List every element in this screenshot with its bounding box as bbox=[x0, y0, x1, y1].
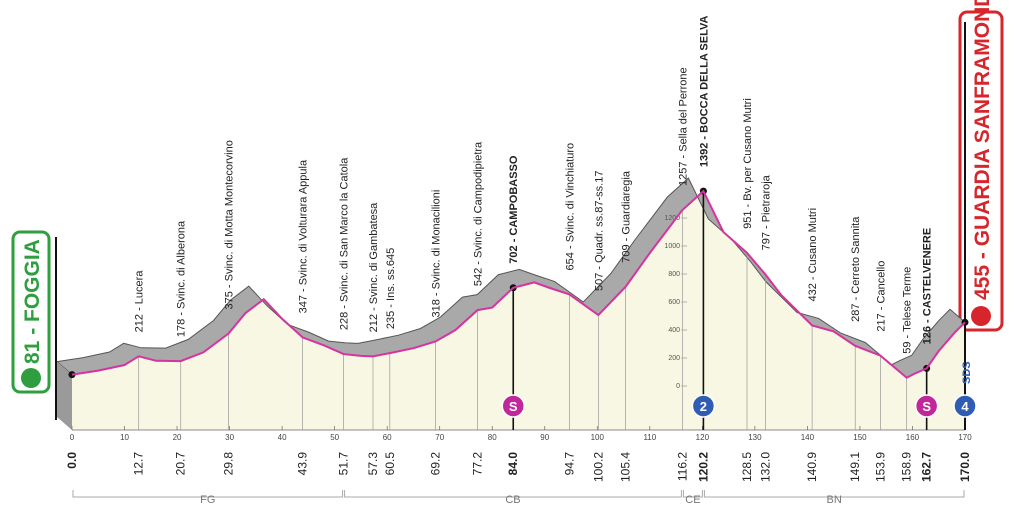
x-tick-label: 10 bbox=[120, 433, 129, 442]
km-label: 128.5 bbox=[740, 452, 754, 482]
start-wall bbox=[57, 361, 72, 430]
start-icon bbox=[21, 368, 41, 388]
province-label: CE bbox=[685, 494, 700, 506]
km-label: 158.9 bbox=[900, 452, 914, 482]
province-label: BN bbox=[827, 494, 842, 506]
waypoint-label: 217 - Cancello bbox=[875, 261, 887, 332]
x-tick-label: 50 bbox=[330, 433, 339, 442]
km-label: 84.0 bbox=[506, 452, 520, 476]
km-label: 116.2 bbox=[675, 452, 689, 481]
x-tick-label: 100 bbox=[591, 433, 605, 442]
km-label: 51.7 bbox=[337, 452, 351, 476]
x-tick-label: 30 bbox=[225, 433, 234, 442]
finish-label: 455 - GUARDIA SANFRAMONDI bbox=[971, 0, 994, 300]
province-bracket bbox=[72, 490, 344, 498]
finish-icon bbox=[971, 306, 991, 326]
waypoint-label: 797 - Pietraroja bbox=[760, 174, 772, 250]
y-tick-label: 400 bbox=[668, 327, 680, 334]
km-label: 12.7 bbox=[132, 452, 146, 476]
waypoint-label: 709 - Guardiaregia bbox=[621, 170, 633, 263]
profile-line bbox=[71, 189, 966, 379]
km-label: 153.9 bbox=[873, 452, 887, 482]
km-label: 43.9 bbox=[296, 452, 310, 476]
x-tick-label: 120 bbox=[696, 433, 710, 442]
waypoint-label: 702 - CAMPOBASSO bbox=[508, 155, 520, 264]
province-label: FG bbox=[200, 494, 215, 506]
x-tick-label: 80 bbox=[488, 433, 497, 442]
province-bracket bbox=[703, 490, 965, 498]
km-label: 69.2 bbox=[429, 452, 443, 476]
badge bbox=[501, 394, 525, 418]
x-tick-label: 60 bbox=[383, 433, 392, 442]
km-label: 162.7 bbox=[920, 452, 934, 482]
km-label: 140.9 bbox=[805, 452, 819, 482]
waypoint-label: 542 - Svinc. di Campodipietra bbox=[473, 141, 485, 286]
finish-box bbox=[958, 10, 1004, 332]
waypoint-label: 654 - Svinc. di Vinchiaturo bbox=[564, 143, 576, 271]
x-tick-label: 170 bbox=[958, 433, 972, 442]
km-label: 94.7 bbox=[562, 452, 576, 476]
waypoint-label: 287 - Cerreto Sannita bbox=[850, 216, 862, 322]
km-label: 20.7 bbox=[174, 452, 188, 476]
waypoint-label: 228 - Svinc. di San Marco la Catola bbox=[339, 157, 351, 330]
waypoint-label: 1392 - BOCCA DELLA SELVA bbox=[698, 15, 710, 167]
x-tick-label: 90 bbox=[540, 433, 549, 442]
waypoint-label: 212 - Svinc. di Gambatesa bbox=[368, 202, 380, 333]
x-tick-label: 130 bbox=[748, 433, 762, 442]
badge bbox=[953, 394, 977, 418]
badge bbox=[691, 394, 716, 418]
waypoint-label: 212 - Lucera bbox=[134, 270, 146, 333]
waypoint-label: 507 - Quadr. ss.87-ss.17 bbox=[593, 171, 605, 291]
province-label: CB bbox=[505, 494, 520, 506]
start-label: 81 - FOGGIA bbox=[21, 239, 44, 364]
km-label: 149.1 bbox=[848, 452, 862, 482]
badge-label: 4 bbox=[961, 399, 969, 414]
y-tick-label: 800 bbox=[668, 271, 680, 278]
waypoint-label: 1257 - Sella del Perrone bbox=[677, 67, 689, 186]
y-tick-label: 1000 bbox=[664, 243, 680, 250]
x-tick-label: 20 bbox=[173, 433, 182, 442]
x-tick-label: 110 bbox=[643, 433, 656, 442]
km-label: 77.2 bbox=[471, 452, 485, 476]
province-bracket bbox=[344, 490, 682, 498]
badge-label: 2 bbox=[700, 399, 707, 414]
waypoint-label: 951 - Bv. per Cusano Mutri bbox=[742, 98, 754, 229]
badge-label: S bbox=[509, 399, 518, 414]
waypoint-label: 432 - Cusano Mutri bbox=[807, 208, 819, 302]
y-tick-label: 0 bbox=[676, 383, 680, 390]
x-tick-label: 140 bbox=[801, 433, 815, 442]
km-label: 120.2 bbox=[696, 452, 710, 482]
waypoint-label: 59 - Telese Terme bbox=[902, 267, 914, 354]
badge bbox=[914, 394, 939, 418]
x-tick-label: 70 bbox=[435, 433, 444, 442]
km-label: 100.2 bbox=[591, 452, 605, 482]
km-label: 0.0 bbox=[65, 452, 79, 469]
km-label: 60.5 bbox=[383, 452, 397, 476]
x-tick-label: 160 bbox=[906, 433, 920, 442]
waypoint-label: 347 - Svinc. di Volturara Appula bbox=[298, 159, 310, 313]
start-box bbox=[11, 230, 51, 394]
y-tick-label: 1200 bbox=[664, 215, 680, 222]
logo: SDS bbox=[961, 361, 973, 384]
km-label: 170.0 bbox=[958, 452, 972, 482]
badge-label: S bbox=[922, 399, 931, 414]
x-tick-label: 150 bbox=[853, 433, 867, 442]
x-tick-label: 0 bbox=[70, 433, 75, 442]
waypoint-label: 178 - Svinc. di Alberona bbox=[176, 220, 188, 337]
waypoint-label: 126 - CASTELVENERE bbox=[922, 228, 934, 345]
y-tick-label: 600 bbox=[668, 299, 680, 306]
km-label: 105.4 bbox=[619, 452, 633, 482]
waypoint-label: 375 - Svinc. di Motta Montecorvino bbox=[224, 140, 236, 309]
x-tick-label: 40 bbox=[278, 433, 287, 442]
y-tick-label: 200 bbox=[668, 355, 680, 362]
km-label: 132.0 bbox=[758, 452, 772, 482]
province-bracket bbox=[682, 490, 703, 498]
km-label: 29.8 bbox=[222, 452, 236, 476]
waypoint-label: 235 - Ins. ss.645 bbox=[385, 248, 397, 329]
km-label: 57.3 bbox=[366, 452, 380, 476]
waypoint-label: 318 - Svinc. di Monacilioni bbox=[431, 190, 443, 318]
